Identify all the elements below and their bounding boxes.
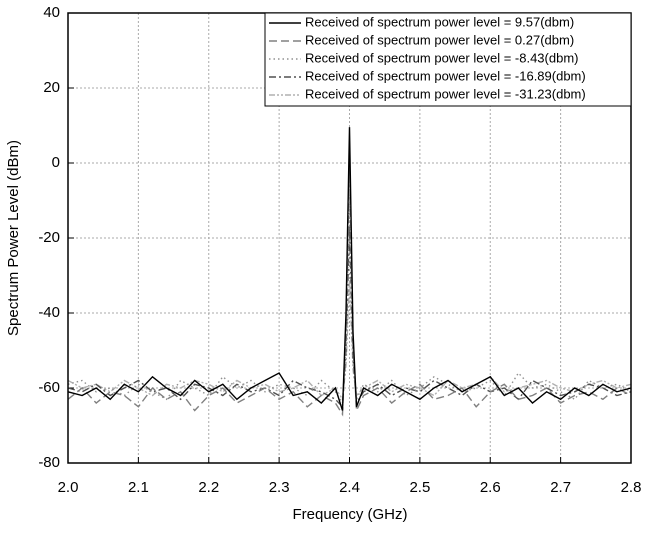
x-tick-label: 2.4	[339, 479, 360, 496]
x-tick-label: 2.6	[480, 479, 501, 496]
x-tick-label: 2.0	[58, 479, 79, 496]
legend-label: Received of spectrum power level = 9.57(…	[305, 14, 574, 29]
legend-box	[264, 12, 632, 107]
y-tick-label: -20	[38, 229, 60, 246]
y-tick-label: -80	[38, 454, 60, 471]
legend-label: Received of spectrum power level = 0.27(…	[305, 32, 574, 47]
x-tick-label: 2.1	[128, 479, 149, 496]
legend-label: Received of spectrum power level = -31.2…	[305, 86, 586, 101]
x-tick-label: 2.3	[269, 479, 290, 496]
y-tick-label: 20	[43, 79, 60, 96]
x-tick-label: 2.5	[409, 479, 430, 496]
legend-label: Received of spectrum power level = -8.43…	[305, 50, 578, 65]
x-axis-label: Frequency (GHz)	[292, 506, 407, 523]
y-tick-label: 40	[43, 4, 60, 21]
y-axis-label: Spectrum Power Level (dBm)	[5, 140, 22, 336]
x-tick-label: 2.8	[621, 479, 642, 496]
y-tick-label: -60	[38, 379, 60, 396]
series-line	[67, 127, 632, 411]
series-line	[67, 226, 632, 409]
y-tick-label: 0	[52, 154, 60, 171]
y-tick-label: -40	[38, 304, 60, 321]
x-tick-label: 2.7	[550, 479, 571, 496]
legend-label: Received of spectrum power level = -16.8…	[305, 68, 586, 83]
x-tick-label: 2.2	[198, 479, 219, 496]
